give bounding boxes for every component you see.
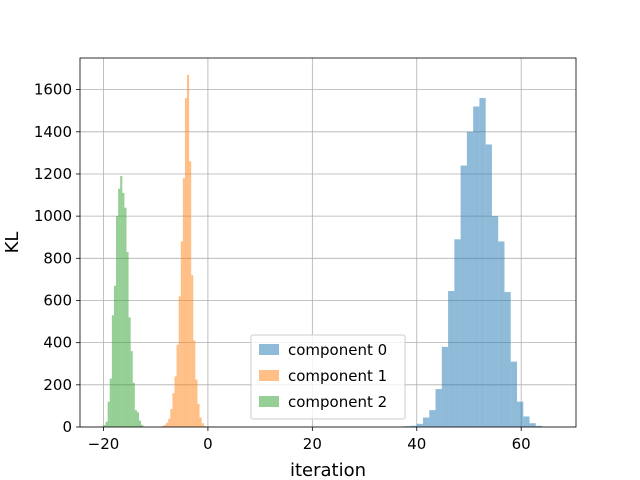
histogram-bar [168, 418, 171, 427]
series-0-bars [404, 98, 543, 428]
histogram-bar [122, 192, 125, 427]
x-tick-label: −20 [88, 435, 120, 453]
legend-label: component 0 [288, 341, 387, 359]
histogram-bar [441, 346, 449, 427]
y-tick-label: 600 [43, 291, 72, 309]
histogram-bar [197, 403, 200, 427]
histogram-bar [195, 379, 198, 427]
x-axis-label: iteration [290, 460, 366, 480]
histogram-bar [423, 417, 430, 427]
y-axis-label: KL [2, 232, 23, 254]
legend: component 0 component 1 component 2 [250, 334, 406, 420]
histogram-bar [473, 106, 480, 428]
histogram-bar [118, 188, 121, 427]
histogram-bars [103, 74, 543, 428]
histogram-bar [130, 351, 133, 427]
x-tick-label: 0 [203, 435, 213, 453]
histogram-bar [201, 423, 204, 427]
histogram-bar [116, 216, 119, 427]
legend-swatch [259, 344, 279, 355]
histogram-bar [126, 251, 129, 427]
histogram-bar [454, 239, 461, 427]
histogram-bar [109, 378, 112, 427]
histogram-bar [174, 376, 177, 427]
histogram-bar [193, 340, 196, 427]
legend-swatch [259, 396, 279, 407]
histogram-bar [113, 285, 117, 427]
series-1-bars [161, 74, 206, 428]
y-axis-ticks: 0 200 400 600 800 1000 1200 1400 1600 [34, 81, 80, 436]
histogram-bar [132, 382, 135, 427]
y-tick-label: 1000 [34, 207, 72, 225]
legend-swatch [259, 370, 279, 381]
histogram-bar [199, 417, 202, 427]
histogram-bar [176, 344, 179, 427]
histogram-bar [141, 424, 144, 427]
histogram-bar [111, 315, 114, 427]
histogram-bar [529, 423, 536, 427]
plot-frame [79, 57, 577, 428]
histogram-bar [161, 425, 165, 427]
histogram-bar [448, 290, 455, 427]
histogram-bar [105, 421, 108, 427]
legend-label: component 2 [288, 393, 387, 411]
x-tick-label: 20 [303, 435, 322, 453]
histogram-bar [124, 207, 127, 427]
histogram-bar [172, 393, 175, 427]
histogram-bar [429, 410, 436, 427]
x-tick-label: 60 [512, 435, 531, 453]
y-tick-label: 1200 [34, 165, 72, 183]
histogram-bar [404, 426, 411, 427]
histogram-bar [504, 292, 511, 427]
histogram-bar [103, 424, 106, 427]
y-tick-label: 0 [62, 418, 72, 436]
histogram-bar [138, 420, 142, 427]
histogram-bar [136, 412, 139, 427]
histogram-bar [498, 241, 505, 427]
histogram-bar [134, 410, 137, 427]
histogram-bar [187, 74, 190, 428]
histogram-bar [107, 401, 110, 427]
histogram-bar [182, 178, 185, 427]
histogram-bar [128, 317, 131, 427]
histogram-bar [170, 409, 173, 427]
legend-label: component 1 [288, 367, 387, 385]
histogram-bar [517, 401, 524, 427]
histogram-bar [510, 361, 518, 427]
histogram-bar [491, 216, 499, 427]
x-axis-ticks: −20 0 20 40 60 [88, 427, 531, 453]
histogram-bar [416, 423, 424, 427]
y-tick-label: 400 [43, 334, 72, 352]
legend-box [250, 334, 406, 420]
histogram-bar [189, 161, 192, 427]
y-tick-label: 1600 [34, 81, 72, 99]
y-tick-label: 1400 [34, 123, 72, 141]
histogram-bar [120, 176, 123, 427]
x-tick-label: 40 [407, 435, 426, 453]
y-tick-label: 200 [43, 376, 72, 394]
histogram-bar [410, 425, 417, 427]
series-2-bars [103, 176, 144, 427]
histogram-bar [523, 416, 530, 427]
histogram-bar [479, 98, 486, 427]
histogram-bar [460, 165, 467, 427]
histogram-bar [435, 389, 442, 427]
histogram-bar [180, 241, 183, 427]
histogram-bar [466, 131, 474, 428]
histogram-bar [184, 98, 188, 427]
histogram-bar [164, 424, 167, 427]
histogram-bar [535, 425, 543, 427]
y-tick-label: 800 [43, 249, 72, 267]
histogram-bar [203, 425, 206, 427]
histogram-bar [485, 144, 492, 428]
histogram-bar [178, 296, 181, 427]
histogram-bar [191, 275, 194, 427]
histogram-bar [166, 422, 169, 427]
